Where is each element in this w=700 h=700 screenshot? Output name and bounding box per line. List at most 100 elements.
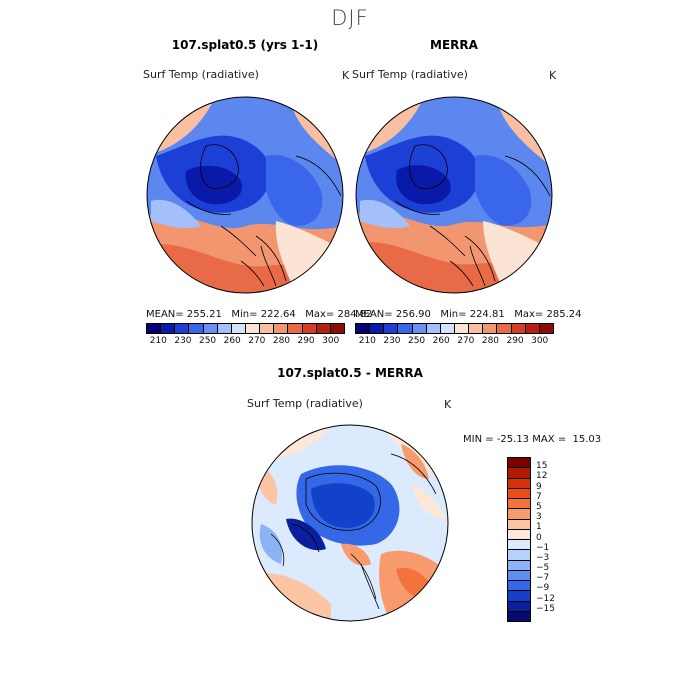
difference-max: 15.03 bbox=[572, 434, 602, 445]
panel-1-unit: K bbox=[342, 69, 350, 82]
colorbar-swatch bbox=[161, 324, 176, 333]
colorbar-swatch bbox=[274, 324, 289, 333]
season-title: DJF bbox=[331, 6, 369, 30]
panel-2-stats: MEAN= 256.90 Min= 224.81 Max= 285.24 bbox=[355, 309, 582, 320]
colorbar-swatch bbox=[539, 324, 553, 333]
colorbar-tick-label: 300 bbox=[322, 336, 340, 346]
panel-2-min-label: Min= bbox=[440, 309, 467, 320]
colorbar-swatch bbox=[426, 324, 441, 333]
panel-2-colorbar bbox=[355, 323, 554, 334]
colorbar-swatch bbox=[260, 324, 275, 333]
colorbar-tick-label: 260 bbox=[432, 336, 450, 346]
difference-colorbar-swatch bbox=[508, 468, 530, 479]
colorbar-swatch bbox=[440, 324, 455, 333]
difference-colorbar-swatch bbox=[508, 478, 530, 489]
difference-colorbar-tick-label: 5 bbox=[536, 501, 542, 512]
colorbar-tick-label: 210 bbox=[358, 336, 376, 346]
panel-1-variable: Surf Temp (radiative) bbox=[143, 68, 259, 81]
difference-colorbar-swatch bbox=[508, 529, 530, 540]
panel-1-mean-label: MEAN= bbox=[146, 309, 184, 320]
difference-colorbar-tick-label: 15 bbox=[536, 461, 548, 472]
panel-1-max: 284.82 bbox=[337, 309, 373, 320]
panel-1-mean: 255.21 bbox=[186, 309, 222, 320]
difference-colorbar-tick-label: 7 bbox=[536, 491, 542, 502]
colorbar-swatch bbox=[497, 324, 512, 333]
difference-colorbar-swatch bbox=[508, 509, 530, 520]
colorbar-swatch bbox=[245, 324, 261, 333]
difference-colorbar-swatch bbox=[508, 591, 530, 602]
colorbar-swatch bbox=[330, 324, 344, 333]
difference-colorbar-swatch bbox=[508, 560, 530, 571]
panel-2-polar-map bbox=[355, 96, 553, 294]
difference-colorbar-tick-label: 0 bbox=[536, 532, 542, 543]
colorbar-tick-label: 270 bbox=[457, 336, 475, 346]
colorbar-swatch bbox=[203, 324, 218, 333]
difference-colorbar-tick-label: −12 bbox=[536, 593, 555, 604]
difference-colorbar-swatch bbox=[508, 581, 530, 592]
colorbar-swatch bbox=[147, 324, 162, 333]
panel-2-max: 285.24 bbox=[546, 309, 582, 320]
panel-2-title: MERRA bbox=[430, 38, 478, 52]
difference-min-label: MIN = bbox=[463, 434, 494, 445]
difference-title: 107.splat0.5 - MERRA bbox=[277, 366, 423, 380]
panel-2-unit: K bbox=[549, 69, 557, 82]
colorbar-tick-label: 300 bbox=[531, 336, 549, 346]
difference-colorbar-swatch bbox=[508, 550, 530, 561]
difference-unit: K bbox=[444, 398, 452, 411]
difference-stats: MIN = -25.13 MAX = 15.03 bbox=[463, 434, 601, 445]
difference-colorbar-tick-label: 1 bbox=[536, 522, 542, 533]
colorbar-swatch bbox=[189, 324, 204, 333]
colorbar-swatch bbox=[525, 324, 540, 333]
colorbar-swatch bbox=[469, 324, 484, 333]
colorbar-tick-label: 210 bbox=[149, 336, 167, 346]
colorbar-swatch bbox=[398, 324, 413, 333]
difference-colorbar-swatch bbox=[508, 601, 530, 612]
difference-colorbar-swatch bbox=[508, 611, 530, 621]
panel-1-min-label: Min= bbox=[231, 309, 258, 320]
difference-colorbar-tick-label: −7 bbox=[536, 573, 550, 584]
colorbar-tick-label: 250 bbox=[198, 336, 217, 346]
colorbar-swatch bbox=[356, 324, 371, 333]
difference-colorbar-swatch bbox=[508, 540, 530, 551]
difference-colorbar-tick-label: 3 bbox=[536, 512, 542, 523]
panel-1-max-label: Max= bbox=[305, 309, 335, 320]
difference-colorbar-tick-label: 9 bbox=[536, 481, 542, 492]
panel-2-mean-label: MEAN= bbox=[355, 309, 393, 320]
colorbar-swatch bbox=[231, 324, 246, 333]
colorbar-swatch bbox=[316, 324, 331, 333]
colorbar-tick-label: 270 bbox=[248, 336, 266, 346]
panel-2-colorbar-ticks: 210 230 250 260 270 280 290 300 bbox=[355, 336, 552, 346]
panel-1-stats: MEAN= 255.21 Min= 222.64 Max= 284.82 bbox=[146, 309, 373, 320]
colorbar-tick-label: 290 bbox=[506, 336, 524, 346]
colorbar-tick-label: 280 bbox=[481, 336, 500, 346]
colorbar-swatch bbox=[511, 324, 526, 333]
difference-colorbar-tick-label: −15 bbox=[536, 603, 555, 614]
panel-1-colorbar-ticks: 210 230 250 260 270 280 290 300 bbox=[146, 336, 343, 346]
colorbar-tick-label: 230 bbox=[383, 336, 401, 346]
difference-colorbar-tick-label: 12 bbox=[536, 471, 548, 482]
panel-2-variable: Surf Temp (radiative) bbox=[352, 68, 468, 81]
difference-polar-map bbox=[251, 424, 449, 622]
difference-colorbar-swatch bbox=[508, 499, 530, 510]
panel-1-title: 107.splat0.5 (yrs 1-1) bbox=[171, 38, 319, 52]
difference-colorbar-tick-label: −1 bbox=[536, 542, 550, 553]
difference-colorbar-swatch bbox=[508, 458, 530, 469]
colorbar-tick-label: 290 bbox=[297, 336, 315, 346]
colorbar-swatch bbox=[217, 324, 232, 333]
panel-2-max-label: Max= bbox=[514, 309, 544, 320]
panel-2-mean: 256.90 bbox=[395, 309, 431, 320]
panel-1-colorbar bbox=[146, 323, 345, 334]
difference-colorbar-ticks: 15 12 9 7 5 3 1 0 −1 −3 −5 −7 −9 −12 −15 bbox=[536, 457, 566, 620]
panel-2-min: 224.81 bbox=[469, 309, 505, 320]
difference-colorbar-tick-label: −3 bbox=[536, 552, 550, 563]
colorbar-swatch bbox=[370, 324, 385, 333]
difference-max-label: MAX = bbox=[532, 434, 567, 445]
difference-min: -25.13 bbox=[496, 434, 530, 445]
colorbar-swatch bbox=[302, 324, 317, 333]
difference-colorbar-tick-label: −9 bbox=[536, 583, 550, 594]
colorbar-tick-label: 250 bbox=[407, 336, 426, 346]
difference-colorbar-swatch bbox=[508, 570, 530, 581]
colorbar-tick-label: 260 bbox=[223, 336, 241, 346]
colorbar-swatch bbox=[454, 324, 470, 333]
difference-colorbar-tick-label: −5 bbox=[536, 563, 550, 574]
